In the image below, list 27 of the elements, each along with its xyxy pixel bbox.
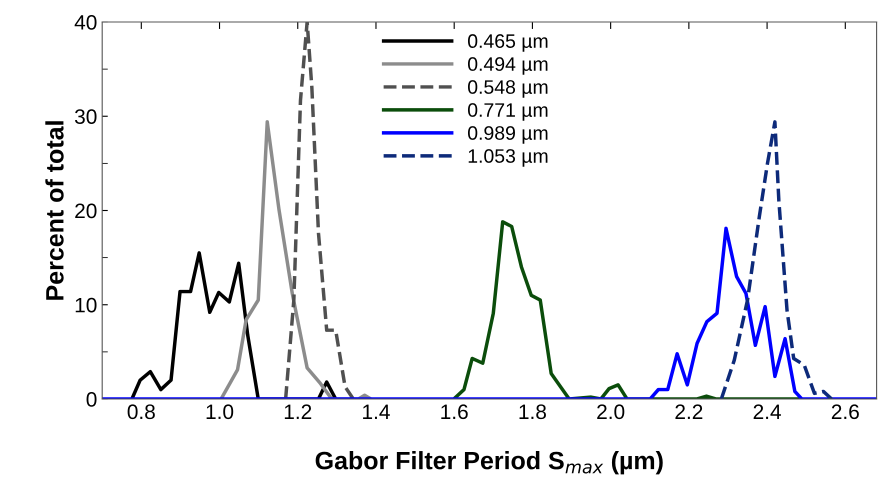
x-tick-label: 2.0 [597,404,624,420]
y-tick-label: 20 [75,204,97,218]
y-tick-label: 30 [74,109,97,124]
legend-label: 0.465 µm [468,34,548,52]
legend-label: 0.494 µm [468,57,548,75]
x-tick-label: 1.4 [363,404,390,419]
y-tick-label: 10 [76,298,97,313]
x-tick-label: 1.0 [206,404,234,420]
legend-label: 1.053 µm [468,149,548,167]
x-tick-label: 2.6 [832,404,859,420]
line-series [720,120,834,399]
line-series [130,251,338,399]
legend-label: 0.771 µm [468,103,548,121]
x-tick-label: 1.2 [284,404,312,419]
line-series [219,120,373,399]
legend-label: 0.548 µm [468,80,548,98]
x-tick-label: 1.8 [520,404,546,420]
x-tick-label: 1.6 [441,404,468,420]
x-tick-label: 2.4 [754,404,781,419]
y-axis-title: Percent of total [45,121,64,300]
x-axis-title: Gabor Filter Period S$_{max}$ (µm) [316,451,663,474]
y-tick-label: 40 [74,15,97,30]
line-series [452,220,800,399]
x-tick-label: 2.2 [675,404,702,419]
y-tick-label: 0 [86,392,97,407]
legend-label: 0.989 µm [468,126,548,144]
x-tick-label: 0.8 [128,404,155,420]
